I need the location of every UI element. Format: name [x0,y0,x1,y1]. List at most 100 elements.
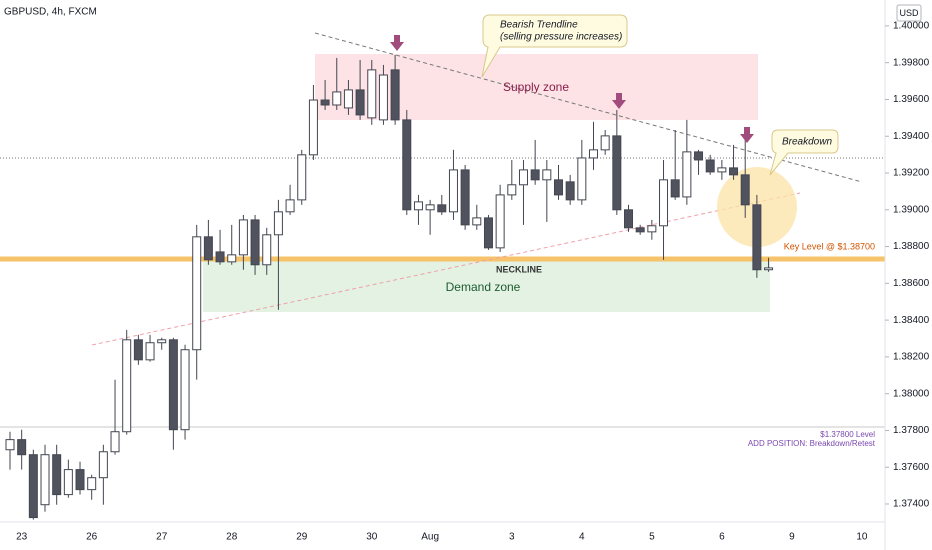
candle-body [530,169,540,181]
candle-body [273,211,283,236]
callout [481,14,628,78]
candle-body [168,339,178,431]
candle-body [729,167,739,176]
y-tick-label: 1.39000 [893,204,930,215]
candle-body [413,201,423,211]
candle-body [752,204,762,271]
bearish-trendline [314,32,863,183]
candle-body [5,439,15,451]
x-tick-label: Aug [421,532,439,543]
x-tick-label: 6 [719,532,725,543]
candle-body [717,167,727,173]
candle-body [215,251,225,263]
candle-body [764,267,774,271]
demand-zone [203,260,770,312]
candle-body [40,454,50,506]
demand-label: Demand zone [446,280,521,294]
breakdown-label: Breakdown [782,137,832,148]
candle-body [460,169,470,226]
callout [769,129,839,176]
candle-body [612,135,622,211]
candle-body [343,89,353,109]
x-tick-label: 10 [856,532,868,543]
y-tick-label: 1.40000 [893,21,930,32]
candle-body [437,204,447,213]
candle-body [63,469,73,496]
arrow [740,127,754,143]
currency-badge [896,4,922,22]
callout-title: Bearish Trendline [500,20,578,31]
candle-body [553,179,563,196]
candle-body [320,99,330,106]
y-tick-label: 1.37800 [893,425,930,436]
y-tick-label: 1.39600 [893,94,930,105]
candle-body [425,204,435,211]
level-label: $1.37800 Level [820,430,875,439]
candle-body [495,194,505,249]
candle-body [180,349,190,431]
x-tick-label: 28 [226,532,238,543]
candle-body [192,236,202,351]
x-tick-label: 26 [86,532,98,543]
neckline-label: NECKLINE [496,264,542,274]
candle-body [589,149,598,159]
candle-body [694,151,704,161]
y-tick-label: 1.38600 [893,278,930,289]
candle-body [624,209,634,229]
candle-body [670,179,680,198]
x-tick-label: 9 [789,532,795,543]
candle-body [518,169,528,186]
candle-body [600,135,610,151]
key-level-label: Key Level @ $1.38700 [784,241,875,251]
x-tick-label: 30 [366,532,378,543]
candle-body [705,159,715,173]
candle-body [145,342,155,361]
y-tick-label: 1.39400 [893,131,930,142]
candle-body [355,89,365,116]
candle-body [682,151,692,198]
candle-body [297,154,307,201]
candle-body [402,119,412,211]
x-tick-label: 4 [579,532,585,543]
candle-body [98,451,108,479]
arrow [390,35,404,51]
chart-title: GBPUSD, 4h, FXCM [4,7,97,18]
y-tick-label: 1.37600 [893,462,930,473]
candle-body [332,91,342,106]
x-tick-label: 5 [649,532,655,543]
candle-body [110,431,120,453]
supply-zone [315,54,758,120]
candle-body [250,219,260,266]
candle-body [647,225,657,233]
y-tick-label: 1.38400 [893,315,930,326]
candle-body [448,169,458,213]
candle-body [122,339,132,433]
candle-body [262,234,272,266]
candle-body [483,217,493,249]
x-tick-label: 23 [16,532,28,543]
candle-body [378,74,388,121]
y-tick-label: 1.39800 [893,57,930,68]
neckline [91,192,801,346]
y-tick-label: 1.39200 [893,168,930,179]
candle-body [542,169,552,181]
supply-label: Supply zone [503,80,569,94]
add-position-label: ADD POSITION: Breakdown/Retest [748,439,876,448]
callout-note: (selling pressure increases) [500,32,622,43]
candle-body [285,199,295,213]
candle-body [390,69,400,121]
candle-body [565,181,575,201]
y-tick-label: 1.37400 [893,499,930,510]
candle-body [635,227,645,233]
candle-body [238,219,248,256]
arrow [612,93,626,109]
candle-body [203,236,213,261]
candle-body [87,477,97,491]
arrows [390,35,754,143]
candle-body [367,69,377,119]
candle-body [52,454,62,496]
x-tick-label: 29 [296,532,308,543]
y-tick-label: 1.38200 [893,352,930,363]
x-tick-label: 27 [156,532,168,543]
